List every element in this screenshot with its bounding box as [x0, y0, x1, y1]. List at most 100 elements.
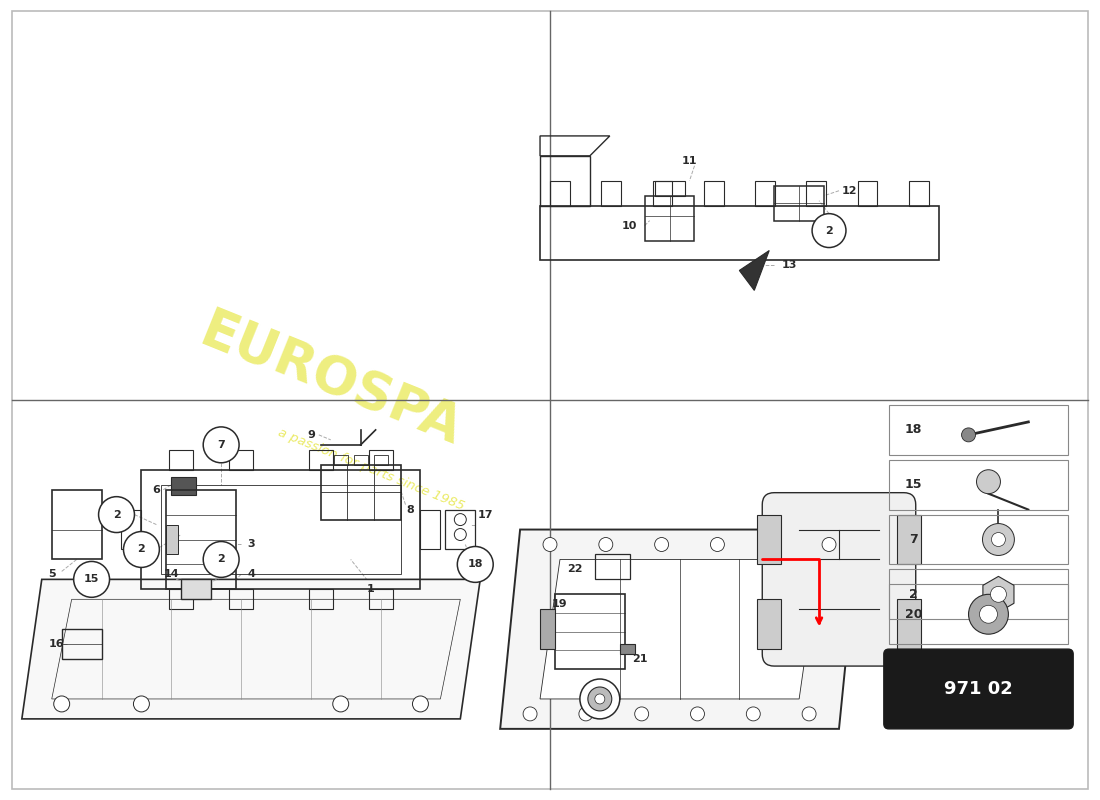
- Bar: [169, 450, 194, 470]
- Text: 7: 7: [910, 533, 918, 546]
- Text: 2: 2: [825, 226, 833, 235]
- Circle shape: [598, 538, 613, 551]
- Bar: [121, 510, 142, 550]
- Bar: [166, 525, 178, 554]
- Text: 20: 20: [592, 694, 607, 704]
- Circle shape: [802, 707, 816, 721]
- Text: 18: 18: [468, 559, 483, 570]
- Bar: [774, 186, 824, 221]
- Circle shape: [990, 586, 1006, 602]
- Text: 3: 3: [248, 539, 255, 550]
- Text: 4: 4: [248, 570, 255, 579]
- Circle shape: [968, 594, 1009, 634]
- Circle shape: [204, 427, 239, 462]
- Bar: [182, 579, 211, 599]
- Circle shape: [412, 696, 428, 712]
- Bar: [309, 450, 333, 470]
- Bar: [909, 181, 928, 206]
- Text: 1: 1: [366, 584, 374, 594]
- Polygon shape: [739, 250, 769, 290]
- Bar: [368, 590, 393, 610]
- Bar: [595, 554, 629, 579]
- Circle shape: [454, 514, 466, 526]
- Circle shape: [74, 562, 110, 598]
- Text: 2: 2: [910, 588, 918, 601]
- Bar: [550, 181, 570, 206]
- Text: 15: 15: [84, 574, 99, 584]
- Text: 10: 10: [621, 221, 637, 230]
- Bar: [62, 630, 101, 659]
- Bar: [889, 514, 1068, 565]
- Bar: [52, 490, 101, 559]
- Bar: [142, 470, 420, 590]
- Circle shape: [979, 606, 998, 623]
- Bar: [889, 460, 1068, 510]
- Bar: [420, 510, 440, 550]
- Circle shape: [204, 542, 239, 578]
- Circle shape: [654, 538, 669, 551]
- Bar: [556, 594, 625, 669]
- Bar: [540, 206, 938, 261]
- Circle shape: [711, 538, 725, 551]
- Bar: [540, 610, 556, 649]
- Text: 13: 13: [781, 261, 796, 270]
- Circle shape: [746, 707, 760, 721]
- Bar: [619, 644, 635, 654]
- Bar: [354, 455, 367, 465]
- Text: 21: 21: [631, 654, 648, 664]
- Circle shape: [99, 497, 134, 533]
- Bar: [652, 181, 672, 206]
- Bar: [757, 514, 781, 565]
- Bar: [368, 450, 393, 470]
- Bar: [645, 196, 694, 241]
- Text: 17: 17: [477, 510, 493, 520]
- Bar: [806, 181, 826, 206]
- Circle shape: [524, 707, 537, 721]
- Polygon shape: [500, 530, 859, 729]
- Circle shape: [458, 546, 493, 582]
- FancyBboxPatch shape: [883, 649, 1074, 729]
- Circle shape: [822, 538, 836, 551]
- Bar: [321, 465, 400, 519]
- Circle shape: [961, 428, 976, 442]
- Circle shape: [977, 470, 1000, 494]
- Text: 11: 11: [682, 156, 697, 166]
- Text: 6: 6: [153, 485, 161, 494]
- Circle shape: [991, 533, 1005, 546]
- Text: 2: 2: [112, 510, 120, 520]
- Text: 971 02: 971 02: [944, 680, 1013, 698]
- Text: 5: 5: [48, 570, 55, 579]
- Text: 12: 12: [842, 186, 857, 196]
- Circle shape: [543, 538, 557, 551]
- Bar: [162, 485, 400, 574]
- Bar: [896, 599, 921, 649]
- Text: 22: 22: [568, 565, 583, 574]
- Text: a passion for parts since 1985: a passion for parts since 1985: [275, 426, 465, 514]
- Circle shape: [767, 538, 780, 551]
- Circle shape: [579, 707, 593, 721]
- Circle shape: [595, 694, 605, 704]
- Bar: [374, 455, 387, 465]
- Circle shape: [123, 531, 160, 567]
- Bar: [446, 510, 475, 550]
- Text: 15: 15: [905, 478, 923, 491]
- Bar: [229, 450, 253, 470]
- Circle shape: [580, 679, 619, 719]
- Text: 8: 8: [407, 505, 415, 514]
- Polygon shape: [983, 576, 1014, 612]
- Circle shape: [333, 696, 349, 712]
- Text: 19: 19: [552, 599, 568, 610]
- Bar: [172, 477, 196, 494]
- Bar: [654, 181, 684, 196]
- Bar: [333, 455, 348, 465]
- Text: 16: 16: [48, 639, 65, 649]
- Bar: [540, 156, 590, 206]
- Text: 2: 2: [218, 554, 226, 565]
- Bar: [889, 570, 1068, 619]
- Circle shape: [635, 707, 649, 721]
- Bar: [166, 490, 236, 590]
- Polygon shape: [22, 579, 481, 719]
- Circle shape: [587, 687, 612, 711]
- Circle shape: [454, 529, 466, 541]
- Bar: [858, 181, 878, 206]
